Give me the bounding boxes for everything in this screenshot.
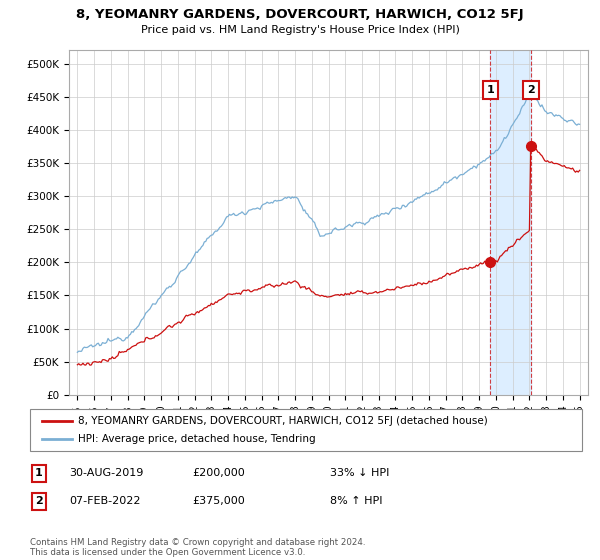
Text: 1: 1 <box>487 85 494 95</box>
Text: 8, YEOMANRY GARDENS, DOVERCOURT, HARWICH, CO12 5FJ (detached house): 8, YEOMANRY GARDENS, DOVERCOURT, HARWICH… <box>78 416 488 426</box>
Text: 07-FEB-2022: 07-FEB-2022 <box>69 496 140 506</box>
Text: £200,000: £200,000 <box>192 468 245 478</box>
Text: Price paid vs. HM Land Registry's House Price Index (HPI): Price paid vs. HM Land Registry's House … <box>140 25 460 35</box>
Text: 2: 2 <box>35 496 43 506</box>
Text: Contains HM Land Registry data © Crown copyright and database right 2024.
This d: Contains HM Land Registry data © Crown c… <box>30 538 365 557</box>
Text: 8% ↑ HPI: 8% ↑ HPI <box>330 496 383 506</box>
Text: £375,000: £375,000 <box>192 496 245 506</box>
Text: HPI: Average price, detached house, Tendring: HPI: Average price, detached house, Tend… <box>78 434 316 444</box>
Text: 33% ↓ HPI: 33% ↓ HPI <box>330 468 389 478</box>
Text: 1: 1 <box>35 468 43 478</box>
Bar <box>490 50 531 395</box>
Text: 2: 2 <box>527 85 535 95</box>
Text: 8, YEOMANRY GARDENS, DOVERCOURT, HARWICH, CO12 5FJ: 8, YEOMANRY GARDENS, DOVERCOURT, HARWICH… <box>76 8 524 21</box>
Text: 30-AUG-2019: 30-AUG-2019 <box>69 468 143 478</box>
